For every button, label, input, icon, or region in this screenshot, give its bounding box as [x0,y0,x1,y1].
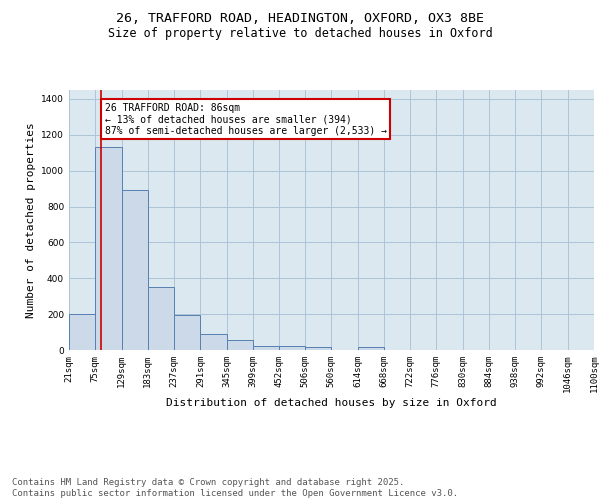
Text: 26 TRAFFORD ROAD: 86sqm
← 13% of detached houses are smaller (394)
87% of semi-d: 26 TRAFFORD ROAD: 86sqm ← 13% of detache… [104,102,386,136]
Text: Size of property relative to detached houses in Oxford: Size of property relative to detached ho… [107,28,493,40]
Bar [227,340,253,350]
Text: Contains HM Land Registry data © Crown copyright and database right 2025.
Contai: Contains HM Land Registry data © Crown c… [12,478,458,498]
X-axis label: Distribution of detached houses by size in Oxford: Distribution of detached houses by size … [166,398,497,408]
Bar [69,314,95,350]
Bar [305,348,331,350]
Bar [148,287,174,350]
Bar [200,334,227,350]
Y-axis label: Number of detached properties: Number of detached properties [26,122,35,318]
Bar [122,190,148,350]
Bar [358,348,384,350]
Bar [95,148,122,350]
Bar [253,346,279,350]
Text: 26, TRAFFORD ROAD, HEADINGTON, OXFORD, OX3 8BE: 26, TRAFFORD ROAD, HEADINGTON, OXFORD, O… [116,12,484,26]
Bar [174,315,200,350]
Bar [279,346,305,350]
